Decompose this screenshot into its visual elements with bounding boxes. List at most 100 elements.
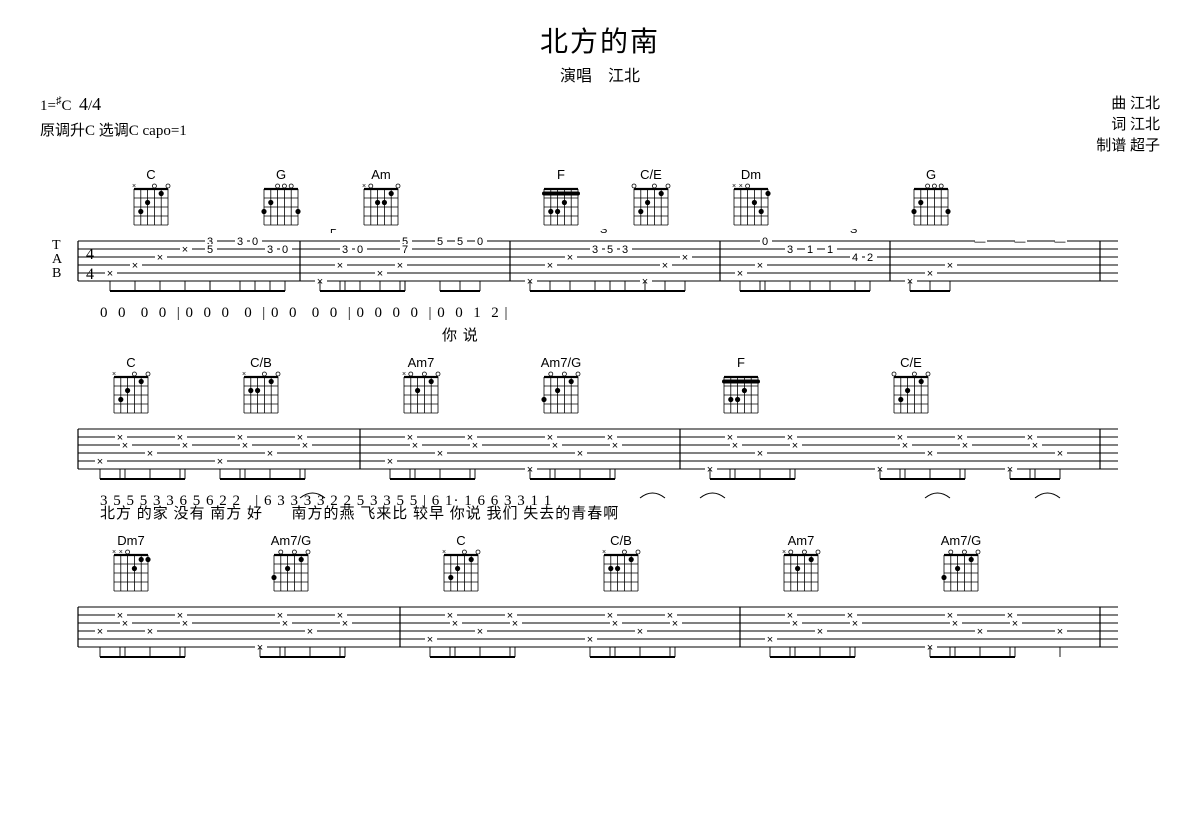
chord-diagram: C/B× <box>600 533 642 597</box>
chord-name: C <box>440 533 482 547</box>
svg-text:0: 0 <box>762 236 768 248</box>
svg-text:T: T <box>52 238 61 253</box>
tuning-line: 原调升C 选调C capo=1 <box>40 119 187 140</box>
svg-text:×: × <box>587 634 593 646</box>
chord-diagram: C/B × <box>240 355 282 419</box>
svg-text:×: × <box>242 371 246 378</box>
svg-text:×: × <box>147 626 153 638</box>
chord-name: G <box>910 167 952 181</box>
svg-text:×: × <box>612 618 618 630</box>
credit-line: 曲 江北 <box>1096 94 1160 115</box>
svg-text:×: × <box>342 618 348 630</box>
chord-name: Am7/G <box>540 355 582 369</box>
svg-text:×: × <box>927 448 933 460</box>
svg-text:×: × <box>157 252 163 264</box>
svg-text:×: × <box>397 260 403 272</box>
svg-text:5: 5 <box>607 244 613 256</box>
chord-name: G <box>260 167 302 181</box>
chord-name: C <box>130 167 172 181</box>
jianpu-row: 0 0 0 0 | 0 0 0 0 | 0 0 0 0 | 0 0 0 0 | … <box>100 305 1160 322</box>
svg-text:×: × <box>452 618 458 630</box>
svg-text:0: 0 <box>357 244 363 256</box>
svg-text:×: × <box>577 448 583 460</box>
chord-diagram: C/E <box>890 355 932 419</box>
svg-text:1: 1 <box>807 244 813 256</box>
svg-text:×: × <box>97 626 103 638</box>
svg-text:0: 0 <box>252 236 258 248</box>
chord-diagram: Dm7 ×× <box>110 533 152 597</box>
chord-diagram: Dm×× <box>730 167 772 231</box>
svg-text:A: A <box>52 252 63 267</box>
chord-name: Am <box>360 167 402 181</box>
meta-row: 1=♯C 4/4 原调升C 选调C capo=1 曲 江北词 江北制谱 超子 <box>40 94 1160 157</box>
chord-diagram: Am7/G <box>940 533 982 597</box>
svg-text:×: × <box>412 440 418 452</box>
svg-text:×: × <box>337 260 343 272</box>
lyric-row: 你 说 <box>100 324 1160 345</box>
svg-text:3: 3 <box>592 244 598 256</box>
svg-text:×: × <box>119 549 123 556</box>
svg-text:×: × <box>682 252 688 264</box>
chord-diagram: Am7/G <box>270 533 312 597</box>
svg-text:P: P <box>330 229 337 236</box>
svg-text:×: × <box>547 260 553 272</box>
tab-staff: ××××××××××××××××××××××××××××××××××××× <box>40 595 1160 665</box>
svg-text:2: 2 <box>867 252 873 264</box>
svg-text:×: × <box>602 549 606 556</box>
svg-text:×: × <box>112 371 116 378</box>
svg-text:0: 0 <box>282 244 288 256</box>
chord-diagram: Am× <box>360 167 402 231</box>
chord-name: Am7 <box>400 355 442 369</box>
chord-diagram: G <box>910 167 952 231</box>
svg-text:4: 4 <box>86 266 94 283</box>
svg-text:×: × <box>442 549 446 556</box>
svg-text:×: × <box>852 618 858 630</box>
svg-text:×: × <box>1032 440 1038 452</box>
svg-text:×: × <box>472 440 478 452</box>
svg-text:×: × <box>782 549 786 556</box>
svg-text:×: × <box>242 440 248 452</box>
svg-text:5: 5 <box>457 236 463 248</box>
svg-text:×: × <box>552 440 558 452</box>
chord-diagram: Am7/G <box>540 355 582 419</box>
svg-text:×: × <box>132 260 138 272</box>
svg-text:×: × <box>182 440 188 452</box>
lyric-row: 北方 的家 没有 南方 好 南方的燕 飞来比 较早 你说 我们 失去的青春啊 <box>100 502 1160 523</box>
svg-text:×: × <box>377 268 383 280</box>
chord-name: C/E <box>630 167 672 181</box>
svg-text:×: × <box>672 618 678 630</box>
chord-row: C×C/B×Am7×Am7/GFC/E <box>40 355 1160 417</box>
svg-text:3: 3 <box>267 244 273 256</box>
song-title: 北方的南 <box>40 20 1160 60</box>
performer-label: 演唱 <box>560 68 592 85</box>
svg-text:×: × <box>112 549 116 556</box>
svg-text:×: × <box>817 626 823 638</box>
chord-name: Am7 <box>780 533 822 547</box>
chord-diagram: C× <box>440 533 482 597</box>
svg-text:×: × <box>387 456 393 468</box>
chord-diagram: Am7 × <box>780 533 822 597</box>
chord-row: C×GAm×FC/EDm××G <box>40 167 1160 229</box>
svg-text:×: × <box>567 252 573 264</box>
svg-text:×: × <box>147 448 153 460</box>
svg-text:×: × <box>732 440 738 452</box>
svg-text:1: 1 <box>827 244 833 256</box>
key-line: 1=♯C 4/4 <box>40 94 187 115</box>
svg-text:×: × <box>612 440 618 452</box>
svg-text:×: × <box>962 440 968 452</box>
chord-name: C/B <box>240 355 282 369</box>
svg-text:×: × <box>437 448 443 460</box>
svg-text:×: × <box>927 268 933 280</box>
svg-text:3: 3 <box>237 236 243 248</box>
svg-text:×: × <box>182 244 188 256</box>
chord-diagram: G <box>260 167 302 231</box>
chord-diagram: C/E <box>630 167 672 231</box>
chord-name: F <box>720 355 762 369</box>
chord-name: Dm7 <box>110 533 152 547</box>
svg-text:×: × <box>1057 626 1063 638</box>
svg-text:×: × <box>477 626 483 638</box>
chord-name: Am7/G <box>270 533 312 547</box>
chord-name: C <box>110 355 152 369</box>
svg-text:4: 4 <box>86 246 94 263</box>
svg-text:×: × <box>767 634 773 646</box>
